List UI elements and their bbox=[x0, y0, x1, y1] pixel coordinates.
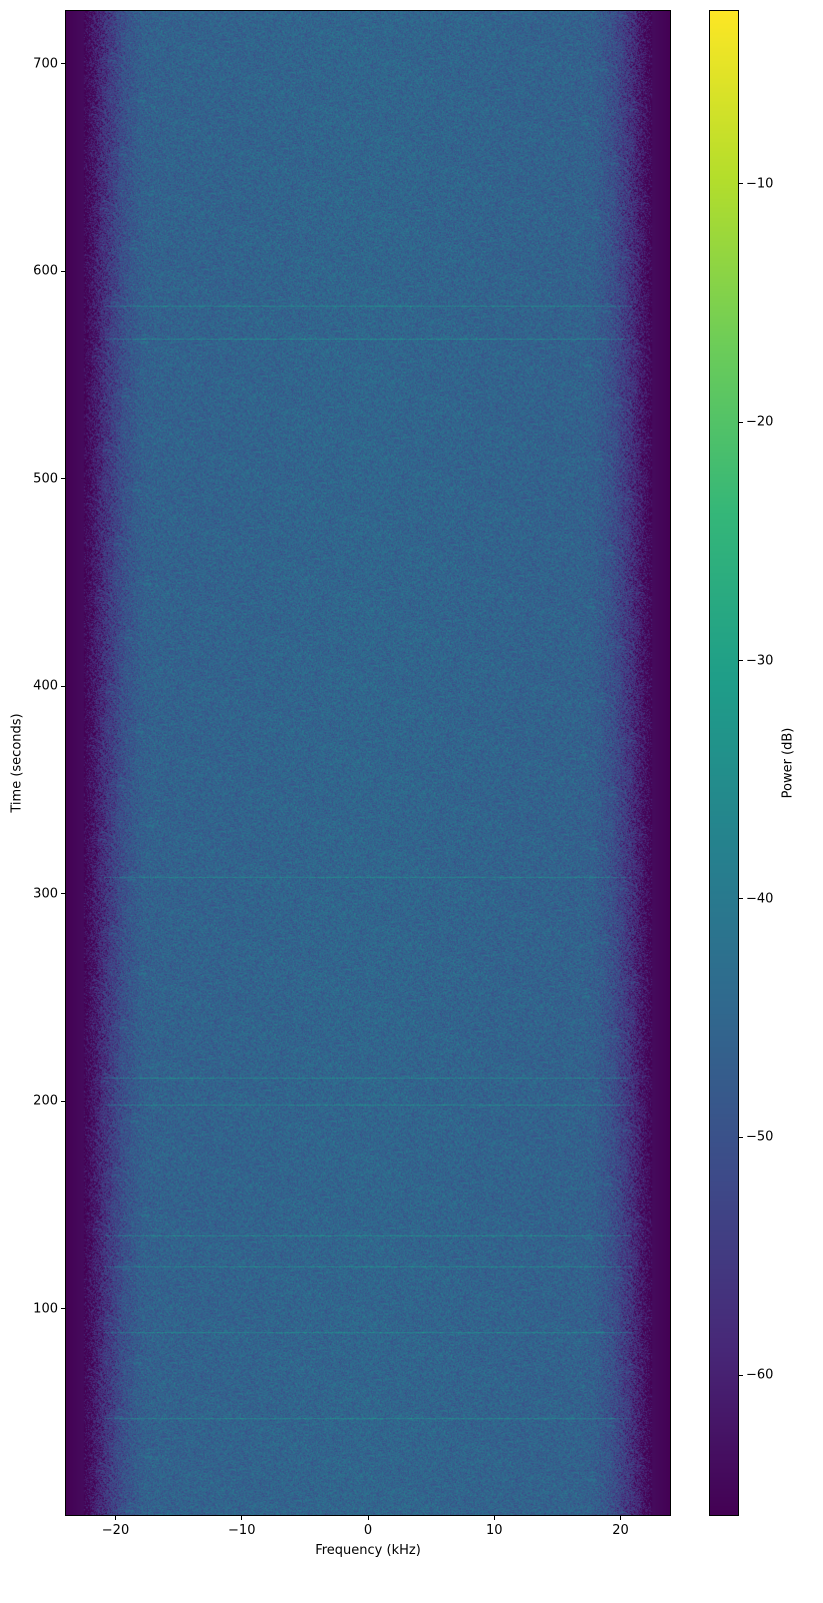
y-tick-label: 300 bbox=[33, 886, 58, 902]
x-tick bbox=[241, 1516, 243, 1520]
y-tick-label: 700 bbox=[33, 56, 58, 72]
colorbar-tick bbox=[739, 1136, 743, 1138]
y-tick-label: 100 bbox=[33, 1301, 58, 1317]
x-tick-label: −20 bbox=[101, 1523, 130, 1538]
x-tick bbox=[115, 1516, 116, 1520]
y-tick bbox=[61, 270, 65, 272]
x-tick-label: −10 bbox=[228, 1523, 256, 1538]
colorbar-tick-label: −20 bbox=[746, 414, 774, 430]
colorbar-tick bbox=[739, 421, 743, 423]
colorbar-tick-label: −60 bbox=[746, 1367, 774, 1383]
colorbar-tick-label: −10 bbox=[746, 176, 774, 192]
x-tick bbox=[620, 1516, 621, 1520]
x-tick bbox=[367, 1516, 369, 1520]
y-tick bbox=[61, 1100, 65, 1102]
colorbar-tick-label: −30 bbox=[746, 653, 774, 669]
colorbar-tick bbox=[739, 660, 743, 662]
y-tick bbox=[61, 1308, 65, 1310]
y-tick bbox=[61, 893, 65, 895]
colorbar-tick bbox=[739, 1374, 743, 1376]
colorbar-tick bbox=[739, 898, 743, 900]
spectrogram-heatmap bbox=[66, 11, 670, 1515]
y-tick-label: 600 bbox=[33, 263, 58, 279]
colorbar bbox=[709, 10, 739, 1516]
y-tick-label: 400 bbox=[33, 678, 58, 694]
x-tick bbox=[493, 1516, 495, 1520]
x-axis-label: Frequency (kHz) bbox=[315, 1543, 421, 1558]
colorbar-tick-label: −40 bbox=[746, 891, 774, 907]
y-tick bbox=[61, 685, 65, 687]
y-tick bbox=[61, 478, 65, 480]
x-tick-label: 0 bbox=[363, 1523, 373, 1538]
x-tick-label: 20 bbox=[612, 1523, 629, 1538]
y-tick-label: 500 bbox=[33, 471, 58, 487]
y-tick-label: 200 bbox=[33, 1093, 58, 1109]
spectrogram-plot-area bbox=[65, 10, 671, 1516]
colorbar-gradient bbox=[710, 11, 738, 1515]
colorbar-tick-label: −50 bbox=[746, 1129, 774, 1145]
colorbar-label: Power (dB) bbox=[780, 727, 796, 799]
y-axis-label: Time (seconds) bbox=[9, 713, 25, 813]
y-tick bbox=[61, 63, 65, 65]
colorbar-tick bbox=[739, 183, 743, 185]
x-tick-label: 10 bbox=[485, 1523, 503, 1538]
